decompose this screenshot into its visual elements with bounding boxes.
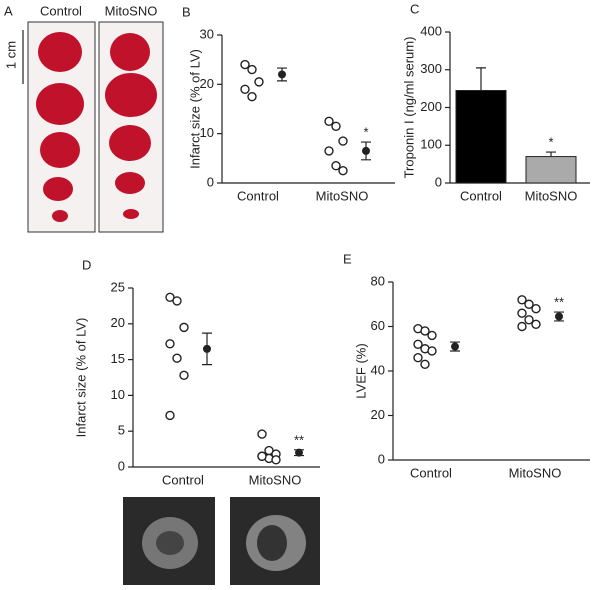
- data-point: [172, 296, 182, 306]
- x-tick-label: MitoSNO: [316, 188, 369, 203]
- data-point: [413, 339, 423, 349]
- data-point: [524, 299, 534, 309]
- data-point: [247, 64, 257, 75]
- mean-point: [555, 312, 563, 321]
- y-axis-label: Infarct size (% of LV): [73, 318, 88, 438]
- x-tick-label: MitoSNO: [525, 188, 578, 203]
- mean-point: [295, 448, 303, 457]
- data-point: [420, 359, 430, 370]
- data-point: [257, 451, 267, 461]
- mean-point: [203, 344, 211, 353]
- data-point: [331, 161, 341, 171]
- panel-label: A: [4, 3, 13, 18]
- data-point: [517, 295, 527, 305]
- data-point: [254, 77, 264, 87]
- data-point: [324, 146, 334, 156]
- data-point: [531, 319, 541, 329]
- y-tick-label: 30: [200, 26, 214, 41]
- y-tick-label: 5: [118, 423, 125, 438]
- significance-label: *: [363, 124, 368, 139]
- x-tick-label: Control: [162, 472, 204, 487]
- panel-label: E: [343, 251, 352, 266]
- y-tick-label: 10: [200, 125, 214, 140]
- heart-slices: [36, 32, 157, 222]
- data-point: [524, 315, 534, 325]
- data-point: [179, 322, 189, 333]
- x-tick-label: Control: [460, 188, 502, 203]
- significance-label: **: [554, 294, 564, 309]
- data-point: [165, 339, 175, 349]
- bar: [525, 156, 577, 184]
- data-point: [172, 353, 182, 363]
- y-axis-label: Infarct size (% of LV): [187, 49, 202, 169]
- x-tick-label: Control: [237, 188, 279, 203]
- mean-point: [451, 342, 459, 351]
- y-tick-label: 300: [420, 61, 442, 76]
- y-tick-label: 80: [371, 273, 385, 288]
- data-point: [413, 352, 423, 363]
- data-point: [247, 91, 257, 102]
- data-point: [179, 370, 189, 381]
- column-label: Control: [40, 3, 82, 18]
- panel-label: B: [182, 4, 191, 19]
- scale-label: 1 cm: [3, 41, 18, 69]
- y-tick-label: 60: [371, 318, 385, 333]
- data-point: [427, 346, 437, 356]
- y-tick-label: 400: [420, 23, 442, 38]
- y-tick-label: 25: [111, 279, 125, 294]
- y-tick-label: 40: [371, 362, 385, 377]
- data-point: [531, 304, 541, 314]
- x-tick-label: MitoSNO: [509, 465, 562, 480]
- data-point: [165, 410, 175, 421]
- y-axis-label: LVEF (%): [353, 343, 368, 398]
- panel-label: C: [410, 1, 419, 16]
- panel-a: A Control MitoSNO 1 cm: [3, 3, 164, 233]
- y-tick-label: 20: [371, 407, 385, 422]
- significance-label: *: [548, 134, 553, 149]
- data-point: [517, 321, 527, 332]
- y-tick-label: 10: [111, 387, 125, 402]
- data-point: [331, 121, 341, 131]
- y-tick-label: 200: [420, 99, 442, 114]
- panel-label: D: [82, 257, 91, 272]
- y-tick-label: 20: [111, 315, 125, 330]
- data-point: [271, 455, 281, 465]
- x-tick-label: MitoSNO: [249, 472, 302, 487]
- mean-point: [362, 146, 370, 155]
- data-point: [240, 59, 250, 70]
- data-point: [427, 330, 437, 341]
- y-tick-label: 0: [207, 174, 214, 189]
- x-tick-label: Control: [410, 465, 452, 480]
- y-tick-label: 0: [435, 174, 442, 189]
- y-axis-label: Troponin I (ng/ml serum): [401, 37, 416, 179]
- data-point: [338, 136, 348, 146]
- y-tick-label: 0: [118, 458, 125, 473]
- bar: [455, 90, 507, 184]
- y-tick-label: 0: [378, 451, 385, 466]
- data-point: [324, 116, 334, 127]
- data-point: [338, 165, 348, 176]
- data-point: [257, 429, 267, 439]
- y-tick-label: 15: [111, 351, 125, 366]
- data-point: [517, 308, 527, 318]
- column-label: MitoSNO: [105, 3, 158, 18]
- significance-label: **: [294, 432, 304, 447]
- mean-point: [278, 70, 286, 79]
- y-tick-label: 20: [200, 76, 214, 91]
- data-point: [240, 84, 250, 94]
- mri-images: [123, 497, 320, 585]
- data-point: [420, 326, 430, 336]
- y-tick-label: 100: [420, 137, 442, 152]
